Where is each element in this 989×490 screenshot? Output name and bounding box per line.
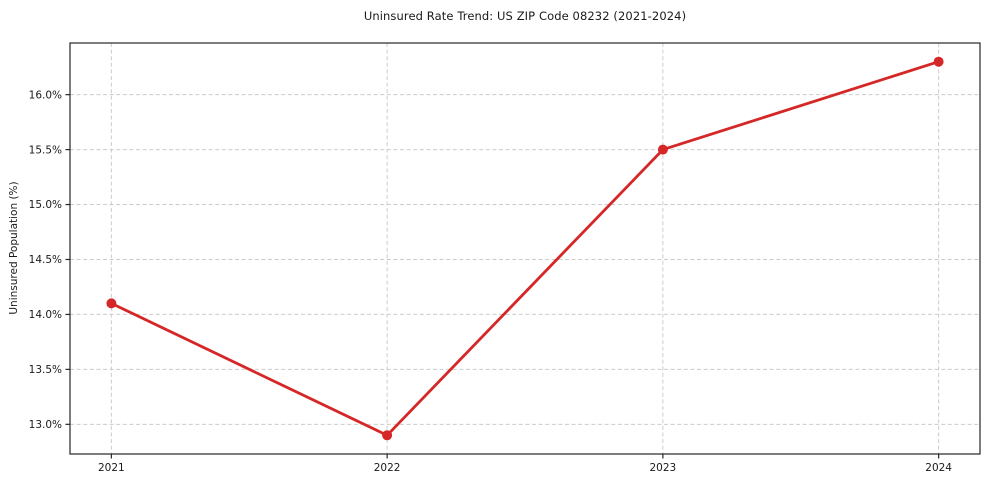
data-point xyxy=(933,56,944,67)
data-point xyxy=(382,430,393,441)
y-tick-label: 13.5% xyxy=(29,364,62,376)
x-tick-label: 2024 xyxy=(925,462,952,474)
x-tick-label: 2021 xyxy=(98,462,125,474)
chart-title: Uninsured Rate Trend: US ZIP Code 08232 … xyxy=(363,9,687,23)
data-point xyxy=(657,144,668,155)
y-tick-label: 14.5% xyxy=(29,254,62,266)
y-tick-label: 14.0% xyxy=(29,309,62,321)
trend-line xyxy=(110,60,940,437)
data-point xyxy=(106,298,117,309)
x-tick-label: 2023 xyxy=(650,462,677,474)
x-tick-label: 2022 xyxy=(374,462,401,474)
y-tick-label: 16.0% xyxy=(29,89,62,101)
y-tick-label: 13.0% xyxy=(29,419,62,431)
y-tick-label: 15.5% xyxy=(29,144,62,156)
plot-border xyxy=(69,42,981,455)
y-tick-label: 15.0% xyxy=(29,199,62,211)
